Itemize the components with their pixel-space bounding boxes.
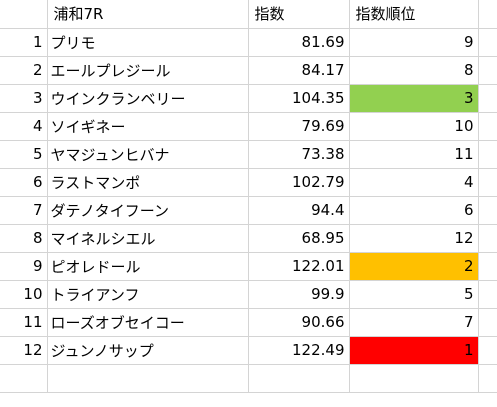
row-number-cell[interactable]: 1 (0, 28, 48, 57)
table-row: 3 ウインクランベリー 104.35 3 (0, 84, 497, 113)
horse-name-cell[interactable]: ピオレドール (47, 252, 249, 281)
table-row: 10 トライアンフ 99.9 5 (0, 280, 497, 309)
table-row: 6 ラストマンポ 102.79 4 (0, 168, 497, 197)
rank-header-cell[interactable]: 指数順位 (349, 0, 479, 29)
row-number-cell[interactable]: 2 (0, 56, 48, 85)
row-number-cell[interactable]: 10 (0, 280, 48, 309)
horse-name-cell[interactable]: エールプレジール (47, 56, 249, 85)
table-row: 2 エールプレジール 84.17 8 (0, 56, 497, 85)
index-value-cell[interactable]: 90.66 (248, 308, 350, 337)
row-number-cell[interactable]: 3 (0, 84, 48, 113)
horse-name-cell[interactable]: ローズオブセイコー (47, 308, 249, 337)
rank-value-cell[interactable]: 5 (349, 280, 479, 309)
empty-cell[interactable] (478, 336, 497, 365)
empty-cell[interactable] (478, 224, 497, 253)
row-number-cell[interactable]: 4 (0, 112, 48, 141)
empty-cell[interactable] (478, 168, 497, 197)
index-value-cell[interactable]: 122.49 (248, 336, 350, 365)
rank-value-cell[interactable]: 11 (349, 140, 479, 169)
horse-name-cell[interactable]: ウインクランベリー (47, 84, 249, 113)
header-row: 浦和7R 指数 指数順位 (0, 0, 497, 29)
index-value-cell[interactable]: 68.95 (248, 224, 350, 253)
row-number-cell[interactable]: 12 (0, 336, 48, 365)
index-value-cell[interactable]: 94.4 (248, 196, 350, 225)
horse-name-cell[interactable]: プリモ (47, 28, 249, 57)
row-number-cell[interactable]: 6 (0, 168, 48, 197)
rank-value-cell[interactable]: 8 (349, 56, 479, 85)
index-value-cell[interactable]: 102.79 (248, 168, 350, 197)
empty-cell[interactable] (478, 364, 497, 393)
rank-value-cell[interactable]: 6 (349, 196, 479, 225)
race-index-table: 浦和7R 指数 指数順位 1 プリモ 81.69 9 2 エールプレジール 84.17 8 3 ウ… (0, 0, 497, 393)
table-row: 11 ローズオブセイコー 90.66 7 (0, 308, 497, 337)
rank-value-cell[interactable]: 4 (349, 168, 479, 197)
rank-value-cell[interactable]: 9 (349, 28, 479, 57)
empty-cell[interactable] (478, 84, 497, 113)
index-value-cell[interactable]: 99.9 (248, 280, 350, 309)
empty-cell[interactable] (478, 56, 497, 85)
empty-cell[interactable] (478, 280, 497, 309)
table-row: 5 ヤマジュンヒバナ 73.38 11 (0, 140, 497, 169)
horse-name-cell[interactable]: ラストマンポ (47, 168, 249, 197)
index-value-cell[interactable]: 84.17 (248, 56, 350, 85)
index-value-cell[interactable]: 122.01 (248, 252, 350, 281)
empty-cell[interactable] (478, 196, 497, 225)
index-value-cell[interactable]: 81.69 (248, 28, 350, 57)
empty-cell[interactable] (478, 112, 497, 141)
horse-name-cell[interactable]: トライアンフ (47, 280, 249, 309)
table-row: 1 プリモ 81.69 9 (0, 28, 497, 57)
index-value-cell[interactable]: 104.35 (248, 84, 350, 113)
row-number-cell[interactable]: 8 (0, 224, 48, 253)
empty-cell[interactable] (47, 364, 249, 393)
empty-cell[interactable] (478, 28, 497, 57)
rank-value-cell[interactable]: 10 (349, 112, 479, 141)
empty-row (0, 364, 497, 393)
table-row: 9 ピオレドール 122.01 2 (0, 252, 497, 281)
horse-name-cell[interactable]: ソイギネー (47, 112, 249, 141)
horse-name-cell[interactable]: ヤマジュンヒバナ (47, 140, 249, 169)
rank-value-cell[interactable]: 3 (349, 84, 479, 113)
rank-value-cell[interactable]: 7 (349, 308, 479, 337)
race-title-cell[interactable]: 浦和7R (47, 0, 249, 29)
table-row: 8 マイネルシエル 68.95 12 (0, 224, 497, 253)
empty-cell[interactable] (478, 308, 497, 337)
empty-cell[interactable] (0, 364, 48, 393)
row-number-cell[interactable]: 11 (0, 308, 48, 337)
index-value-cell[interactable]: 79.69 (248, 112, 350, 141)
row-number-cell[interactable]: 5 (0, 140, 48, 169)
empty-cell[interactable] (478, 252, 497, 281)
empty-cell[interactable] (478, 140, 497, 169)
table-row: 4 ソイギネー 79.69 10 (0, 112, 497, 141)
rank-value-cell[interactable]: 12 (349, 224, 479, 253)
horse-name-cell[interactable]: マイネルシエル (47, 224, 249, 253)
rank-value-cell[interactable]: 2 (349, 252, 479, 281)
horse-name-cell[interactable]: ダテノタイフーン (47, 196, 249, 225)
index-header-cell[interactable]: 指数 (248, 0, 350, 29)
table-row: 7 ダテノタイフーン 94.4 6 (0, 196, 497, 225)
table-row: 12 ジュンノサップ 122.49 1 (0, 336, 497, 365)
empty-cell[interactable] (349, 364, 479, 393)
empty-cell[interactable] (248, 364, 350, 393)
header-cell-number[interactable] (0, 0, 48, 29)
row-number-cell[interactable]: 9 (0, 252, 48, 281)
index-value-cell[interactable]: 73.38 (248, 140, 350, 169)
row-number-cell[interactable]: 7 (0, 196, 48, 225)
horse-name-cell[interactable]: ジュンノサップ (47, 336, 249, 365)
rank-value-cell[interactable]: 1 (349, 336, 479, 365)
empty-cell[interactable] (478, 0, 497, 29)
